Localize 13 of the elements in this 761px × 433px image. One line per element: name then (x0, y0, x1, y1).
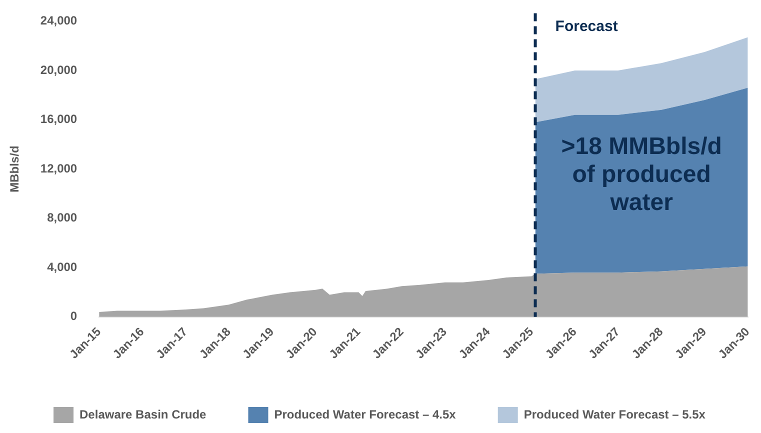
legend-label: Produced Water Forecast – 4.5x (274, 407, 456, 422)
y-tick-label: 12,000 (40, 161, 78, 176)
y-tick-label: 8,000 (47, 210, 78, 225)
y-tick-label: 24,000 (40, 14, 78, 28)
y-tick-label: 16,000 (40, 112, 78, 126)
legend-label: Produced Water Forecast – 5.5x (524, 407, 706, 422)
y-tick-label: 4,000 (47, 260, 78, 274)
annotation: >18 MMBbls/d of produced water (561, 132, 722, 216)
y-axis-title: MBbls/d (8, 146, 22, 192)
ref-line-label: Forecast (555, 18, 618, 35)
y-tick-label: 0 (70, 309, 78, 324)
legend-label: Delaware Basin Crude (80, 407, 207, 422)
y-tick-label: 20,000 (40, 62, 78, 77)
